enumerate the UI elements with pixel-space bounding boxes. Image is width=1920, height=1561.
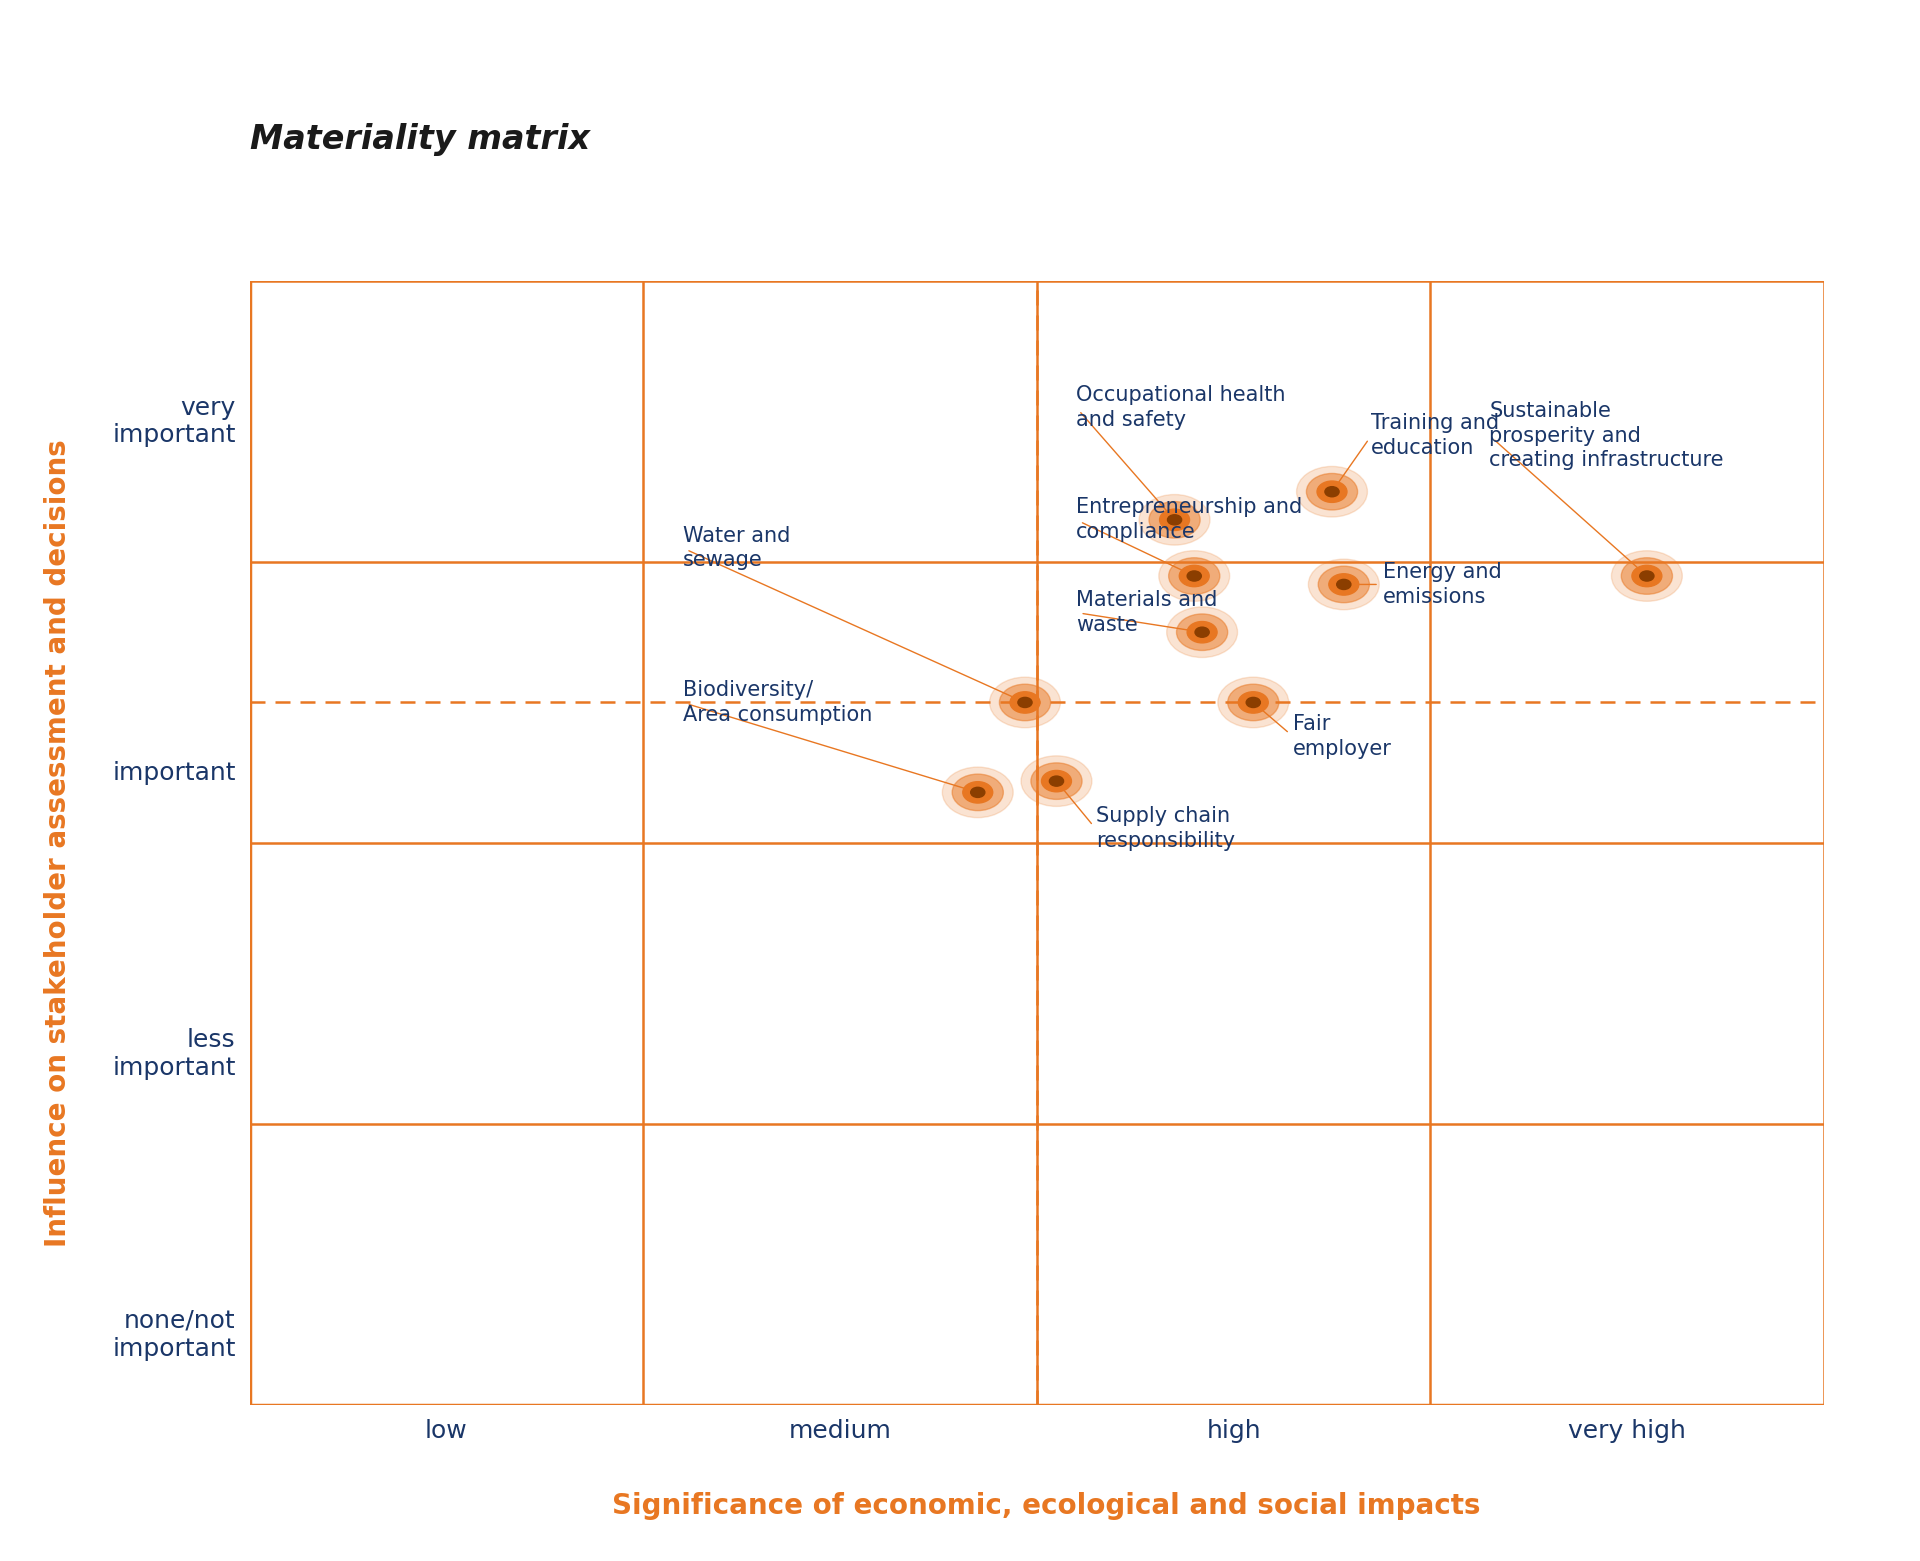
Circle shape	[1160, 551, 1229, 601]
Circle shape	[1041, 771, 1071, 791]
Circle shape	[972, 787, 985, 798]
Circle shape	[1611, 551, 1682, 601]
Text: Occupational health
and safety: Occupational health and safety	[1075, 386, 1286, 429]
Text: Biodiversity/
Area consumption: Biodiversity/ Area consumption	[684, 681, 872, 724]
Text: Energy and
emissions: Energy and emissions	[1382, 562, 1501, 607]
Circle shape	[1319, 567, 1369, 603]
Text: Influence on stakeholder assessment and decisions: Influence on stakeholder assessment and …	[44, 439, 71, 1247]
Circle shape	[943, 766, 1014, 818]
Text: Significance of economic, ecological and social impacts: Significance of economic, ecological and…	[612, 1492, 1480, 1520]
Text: Materials and
waste: Materials and waste	[1075, 590, 1217, 635]
Circle shape	[1167, 607, 1238, 657]
Circle shape	[1296, 467, 1367, 517]
Text: Supply chain
responsibility: Supply chain responsibility	[1096, 807, 1235, 851]
Circle shape	[989, 677, 1060, 727]
Text: Sustainable
prosperity and
creating infrastructure: Sustainable prosperity and creating infr…	[1490, 401, 1724, 470]
Circle shape	[962, 782, 993, 802]
Circle shape	[1194, 628, 1210, 637]
Circle shape	[1031, 763, 1083, 799]
Text: Fair
employer: Fair employer	[1292, 713, 1392, 759]
Circle shape	[1325, 487, 1338, 496]
Circle shape	[952, 774, 1004, 810]
Circle shape	[1329, 574, 1359, 595]
Circle shape	[1169, 557, 1219, 595]
Circle shape	[1217, 677, 1288, 727]
Circle shape	[1018, 698, 1033, 707]
Circle shape	[1238, 692, 1269, 713]
Circle shape	[1246, 698, 1260, 707]
Text: Entrepreneurship and
compliance: Entrepreneurship and compliance	[1075, 498, 1302, 542]
Circle shape	[1306, 473, 1357, 510]
Circle shape	[1139, 495, 1210, 545]
Text: Training and
education: Training and education	[1371, 414, 1500, 457]
Circle shape	[1632, 565, 1663, 587]
Circle shape	[1317, 481, 1348, 503]
Circle shape	[1308, 559, 1379, 610]
Text: Materiality matrix: Materiality matrix	[250, 123, 589, 156]
Text: Water and
sewage: Water and sewage	[684, 526, 789, 570]
Circle shape	[1148, 501, 1200, 539]
Circle shape	[1050, 776, 1064, 787]
Circle shape	[1000, 684, 1050, 721]
Circle shape	[1336, 579, 1352, 590]
Circle shape	[1187, 571, 1202, 581]
Circle shape	[1227, 684, 1279, 721]
Circle shape	[1177, 613, 1227, 651]
Circle shape	[1179, 565, 1210, 587]
Circle shape	[1021, 756, 1092, 807]
Circle shape	[1167, 515, 1181, 524]
Circle shape	[1160, 509, 1190, 531]
Circle shape	[1187, 621, 1217, 643]
Circle shape	[1620, 557, 1672, 595]
Circle shape	[1640, 571, 1653, 581]
Circle shape	[1010, 692, 1041, 713]
